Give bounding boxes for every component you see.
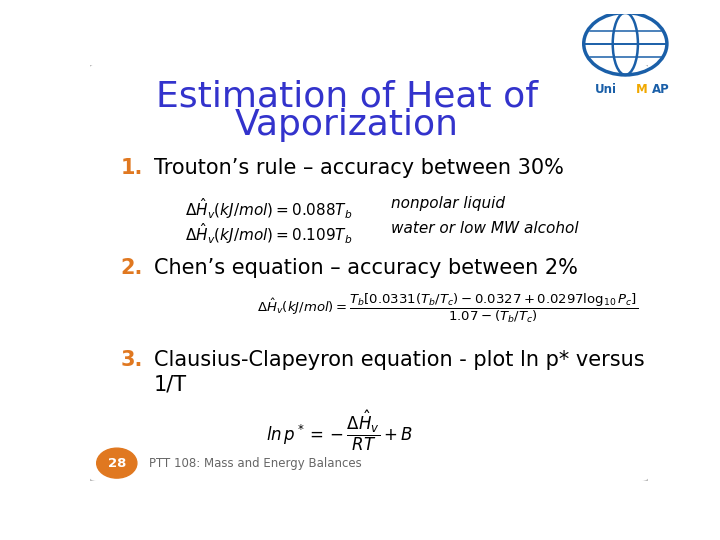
Text: Vaporization: Vaporization <box>235 109 459 143</box>
Text: M: M <box>635 83 647 97</box>
Text: Estimation of Heat of: Estimation of Heat of <box>156 79 538 113</box>
Text: $\Delta\hat{H}_v(kJ/mol) = \dfrac{T_b[0.0331(T_b/T_c) - 0.0327 + 0.0297\log_{10}: $\Delta\hat{H}_v(kJ/mol) = \dfrac{T_b[0.… <box>258 292 639 325</box>
Text: $\mathit{ln}\, p^* = -\dfrac{\Delta\hat{H}_v}{RT} + B$: $\mathit{ln}\, p^* = -\dfrac{\Delta\hat{… <box>266 408 413 453</box>
Text: $\Delta\hat{H}_v(kJ/mol) = 0.088T_b$: $\Delta\hat{H}_v(kJ/mol) = 0.088T_b$ <box>185 196 352 221</box>
Text: Chen’s equation – accuracy between 2%: Chen’s equation – accuracy between 2% <box>154 258 578 278</box>
Text: 2.: 2. <box>121 258 143 278</box>
Text: nonpolar liquid: nonpolar liquid <box>392 196 505 211</box>
Text: AP: AP <box>652 83 670 97</box>
Text: Trouton’s rule – accuracy between 30%: Trouton’s rule – accuracy between 30% <box>154 158 564 178</box>
FancyBboxPatch shape <box>89 64 649 482</box>
Text: 28: 28 <box>107 457 126 470</box>
Text: PTT 108: Mass and Energy Balances: PTT 108: Mass and Energy Balances <box>148 457 361 470</box>
Text: 1.: 1. <box>121 158 143 178</box>
Circle shape <box>96 448 137 478</box>
Text: 1/T: 1/T <box>154 375 187 395</box>
Text: 3.: 3. <box>121 349 143 369</box>
Text: Clausius-Clapeyron equation - plot ln p* versus: Clausius-Clapeyron equation - plot ln p*… <box>154 349 645 369</box>
Text: Uni: Uni <box>595 83 617 97</box>
Text: water or low MW alcohol: water or low MW alcohol <box>392 221 579 236</box>
Text: $\Delta\hat{H}_v(kJ/mol) = 0.109T_b$: $\Delta\hat{H}_v(kJ/mol) = 0.109T_b$ <box>185 221 352 246</box>
